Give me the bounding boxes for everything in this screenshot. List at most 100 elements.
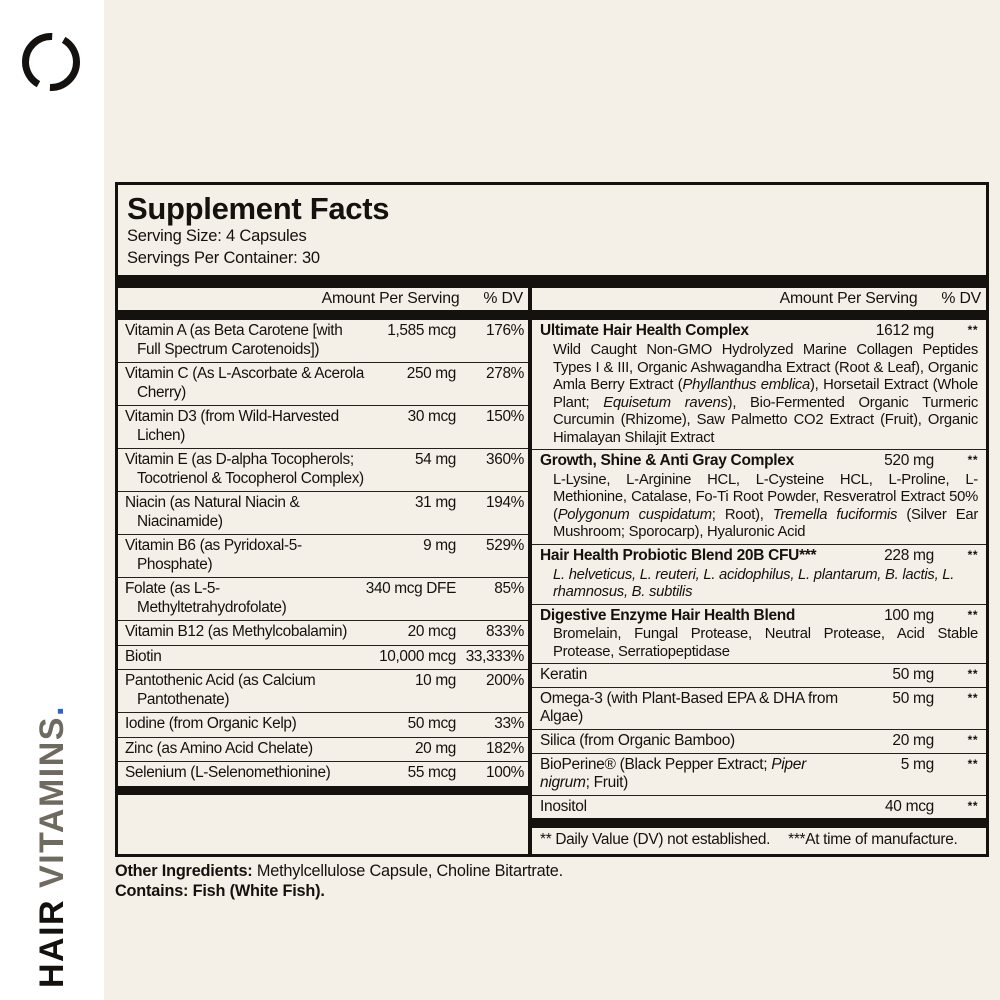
nutrient-dv: 200% <box>486 672 524 690</box>
header-divider-bar <box>118 275 986 289</box>
contains-line: Contains: Fish (White Fish). <box>115 882 989 902</box>
left-column-header: Amount Per Serving % DV <box>118 288 528 310</box>
nutrient-row: Vitamin D3 (from Wild-Harvested Lichen) 3… <box>118 405 528 448</box>
text-segment: ; Fruit) <box>585 774 629 792</box>
serving-size-line: Serving Size: 4 Capsules <box>127 227 307 246</box>
nutrient-dv: 529% <box>486 537 524 555</box>
blend-row-head: Silica (from Organic Bamboo) 20 mg ** <box>540 732 978 751</box>
blend-dv: ** <box>967 667 978 682</box>
nutrient-row: Selenium (L-Selenomethionine) 55 mcg 100% <box>118 761 528 785</box>
blend-name: Omega-3 (with Plant-Based EPA & DHA from… <box>540 690 856 727</box>
nutrient-amount: 340 mcg DFE <box>365 580 457 598</box>
nutrient-row: Zinc (as Amino Acid Chelate) 20 mg 182% <box>118 736 528 761</box>
text-segment: Wild Caught Non-GMO Hydrolyzed Marine Co… <box>553 342 978 394</box>
text-segment: Omega-3 (with Plant-Based EPA & DHA from… <box>540 689 838 726</box>
nutrient-amount: 20 mg <box>414 739 456 757</box>
percent-dv-header: % DV <box>941 290 981 308</box>
blend-amount: 5 mg <box>900 755 935 773</box>
blend-row-head: Omega-3 (with Plant-Based EPA & DHA from… <box>540 690 978 727</box>
blend-amount: 50 mg <box>892 689 934 707</box>
nutrient-dv: 33% <box>494 715 524 733</box>
nutrient-dv: 182% <box>486 739 524 757</box>
nutrient-dv: 100% <box>486 764 524 782</box>
text-segment: Growth, Shine & Anti Gray Complex <box>540 452 794 470</box>
blend-name: Growth, Shine & Anti Gray Complex <box>540 452 856 471</box>
text-segment: Ultimate Hair Health Complex <box>540 322 749 340</box>
other-ingredients-text: Methylcellulose Capsule, Choline Bitartr… <box>252 862 563 881</box>
blend-name: Inositol <box>540 798 856 817</box>
blend-description: Wild Caught Non-GMO Hydrolyzed Marine Co… <box>540 342 978 447</box>
blend-row: BioPerine® (Black Pepper Extract; Piper … <box>532 752 986 795</box>
nutrient-amount: 55 mcg <box>407 764 457 782</box>
nutrient-amount: 250 mg <box>406 365 457 383</box>
nutrient-row: Niacin (as Natural Niacin & Niacinamide)… <box>118 491 528 534</box>
nutrient-amount: 10,000 mcg <box>379 647 456 665</box>
blend-row-head: Growth, Shine & Anti Gray Complex 520 mg *… <box>540 452 978 471</box>
nutrient-row: Biotin 10,000 mcg 33,333% <box>118 644 528 669</box>
blend-name: Digestive Enzyme Hair Health Blend <box>540 607 856 626</box>
blend-name: Ultimate Hair Health Complex <box>540 322 856 341</box>
blend-amount: 40 mcg <box>884 797 934 815</box>
nutrient-amount: 1,585 mcg <box>387 322 456 340</box>
text-segment: ; Root), <box>711 506 773 523</box>
nutrient-amount: 30 mcg <box>407 408 457 426</box>
blend-row: Inositol 40 mcg ** <box>532 794 986 819</box>
nutrient-amount: 20 mcg <box>407 623 457 641</box>
nutrient-dv: 194% <box>486 494 524 512</box>
blend-dv: ** <box>967 690 978 705</box>
blend-row-head: Keratin 50 mg ** <box>540 666 978 685</box>
blend-name: Silica (from Organic Bamboo) <box>540 732 856 751</box>
text-segment: ), Horsetail Extract (Whole Plant; <box>553 377 978 411</box>
nutrient-name: Vitamin D3 (from Wild-Harvested Lichen) <box>125 408 339 444</box>
nutrient-amount: 9 mg <box>423 537 456 555</box>
nutrient-row: Iodine (from Organic Kelp) 50 mcg 33% <box>118 712 528 736</box>
text-segment: Keratin <box>540 666 588 684</box>
species-italic-text: Piper nigrum <box>540 755 806 792</box>
left-subheader-bar <box>118 310 528 321</box>
nutrient-dv: 150% <box>486 408 524 426</box>
blend-dv: ** <box>967 733 978 747</box>
blend-description: Bromelain, Fungal Protease, Neutral Prot… <box>540 626 978 661</box>
nutrient-row: Vitamin C (As L-Ascorbate & Acerola Cher… <box>118 362 528 405</box>
blend-dv: ** <box>967 323 978 338</box>
blend-description: L. helveticus, L. reuteri, L. acidophilu… <box>540 567 978 602</box>
right-subheader-bar <box>532 310 986 321</box>
species-italic-text: Phyllanthus emblica <box>682 377 810 394</box>
vitamin-rows: Vitamin A (as Beta Carotene [with Full S… <box>118 320 528 785</box>
nutrient-amount: 54 mg <box>414 451 456 469</box>
nutrient-amount: 50 mcg <box>407 715 457 733</box>
nutrient-name: Selenium (L-Selenomethionine) <box>125 764 331 782</box>
species-italic-text: L. helveticus, L. reuteri, L. acidophilu… <box>553 566 955 601</box>
blend-dv: ** <box>967 798 978 813</box>
text-segment: Hair Health Probiotic Blend 20B CFU*** <box>540 546 817 564</box>
nutrient-row: Pantothenic Acid (as Calcium Pantothenat… <box>118 669 528 712</box>
blend-amount: 50 mg <box>892 666 934 684</box>
servings-per-container-line: Servings Per Container: 30 <box>127 248 320 267</box>
blend-row-head: BioPerine® (Black Pepper Extract; Piper … <box>540 756 978 793</box>
text-segment: L-Lysine, L-Arginine HCL, L-Cysteine HCL… <box>553 471 978 523</box>
text-segment: ), Bio-Fermented Organic Turmeric Curcum… <box>553 394 978 446</box>
blend-dv: ** <box>967 453 978 468</box>
blend-amount: 20 mg <box>892 732 934 749</box>
nutrient-dv: 85% <box>494 580 524 598</box>
nutrient-name: Iodine (from Organic Kelp) <box>125 715 297 733</box>
text-segment: (Silver Ear Mushroom; Sporocarp), Hyalur… <box>553 506 978 541</box>
nutrient-row: Vitamin B6 (as Pyridoxal-5-Phosphate) 9 m… <box>118 534 528 577</box>
other-ingredients-label: Other Ingredients: <box>115 862 253 881</box>
brand-hair-text: HAIR <box>33 898 71 988</box>
left-column-end-bar <box>118 785 528 795</box>
nutrient-name: Folate (as L-5-Methyltetrahydrofolate) <box>125 580 287 616</box>
right-column-end-bar <box>532 818 986 829</box>
amount-per-serving-header: Amount Per Serving <box>321 290 460 308</box>
blend-name: Hair Health Probiotic Blend 20B CFU*** <box>540 547 856 566</box>
blend-row: Omega-3 (with Plant-Based EPA & DHA from… <box>532 686 986 729</box>
blend-row-head: Inositol 40 mcg ** <box>540 798 978 817</box>
nutrient-row: Vitamin B12 (as Methylcobalamin) 20 mcg 83… <box>118 620 528 644</box>
nutrient-name: Vitamin B12 (as Methylcobalamin) <box>125 623 348 641</box>
blend-row: Ultimate Hair Health Complex 1612 mg ** Wil… <box>532 320 986 449</box>
species-italic-text: Tremella fuciformis <box>772 506 898 523</box>
contains-label: Contains: <box>115 882 189 901</box>
blend-dv: ** <box>967 756 978 771</box>
text-segment: BioPerine® (Black Pepper Extract; <box>540 755 772 773</box>
